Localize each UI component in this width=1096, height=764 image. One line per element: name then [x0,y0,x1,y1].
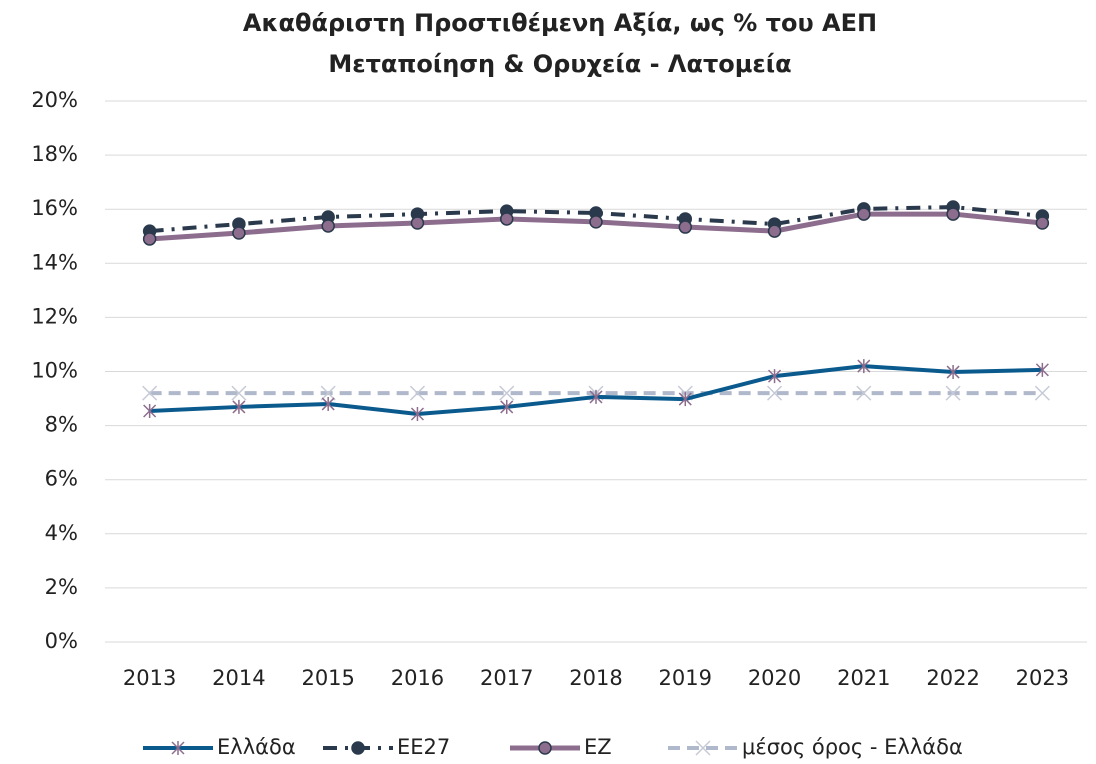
marker [857,207,871,221]
y-tick-label: 18% [31,142,78,166]
marker [945,385,961,401]
marker [500,399,514,414]
x-tick-label: 2022 [926,666,979,690]
y-tick-label: 2% [45,575,78,599]
marker [410,216,425,230]
y-tick-label: 16% [31,196,78,220]
marker [231,385,247,401]
y-tick-label: 6% [45,467,78,491]
marker [171,741,185,755]
legend-item: Ελλάδα [143,735,296,759]
y-tick-label: 12% [31,304,78,328]
x-tick-label: 2023 [1016,666,1069,690]
marker [410,406,424,421]
marker [1035,362,1049,377]
marker [142,232,157,246]
marker [856,385,872,401]
marker [857,359,871,374]
marker [589,215,603,229]
marker [499,385,515,401]
legend-item: μέσος όρος - Ελλάδα [668,735,963,759]
x-tick-label: 2016 [391,666,444,690]
marker [767,224,782,238]
x-tick-label: 2014 [212,666,265,690]
marker [695,740,711,756]
marker [678,392,692,407]
x-tick-label: 2013 [123,666,176,690]
legend-label: μέσος όρος - Ελλάδα [742,735,963,759]
x-tick-label: 2021 [837,666,890,690]
legend-item: ΕΖ [510,735,612,759]
x-tick-label: 2019 [659,666,712,690]
x-tick-label: 2017 [480,666,533,690]
chart-title: Ακαθάριστη Προστιθέμενη Αξία, ως % του Α… [243,9,877,37]
y-tick-label: 8% [45,413,78,437]
marker [143,403,157,418]
x-tick-label: 2020 [748,666,801,690]
legend-item: ΕΕ27 [323,735,450,759]
legend-label: ΕΖ [584,735,612,759]
marker [321,219,335,233]
x-tick-label: 2015 [301,666,354,690]
y-tick-label: 20% [31,88,78,112]
marker [321,396,335,411]
marker [320,385,336,401]
marker [1034,385,1050,401]
marker [538,741,552,755]
marker [768,369,782,384]
marker [142,385,158,401]
marker [351,741,365,755]
marker [1035,216,1050,230]
marker [232,399,246,414]
marker [767,385,783,401]
y-tick-label: 0% [45,629,78,653]
chart-subtitle: Μεταποίηση & Ορυχεία - Λατομεία [328,50,791,78]
marker [409,385,425,401]
marker [589,389,603,404]
marker [678,220,693,234]
y-tick-label: 10% [31,359,78,383]
y-tick-label: 14% [31,250,78,274]
marker [946,207,960,221]
x-tick-label: 2018 [569,666,622,690]
legend-label: Ελλάδα [217,735,296,759]
marker [946,365,960,380]
y-tick-label: 4% [45,521,78,545]
marker [499,212,514,226]
marker [232,226,246,240]
legend-label: ΕΕ27 [397,735,450,759]
